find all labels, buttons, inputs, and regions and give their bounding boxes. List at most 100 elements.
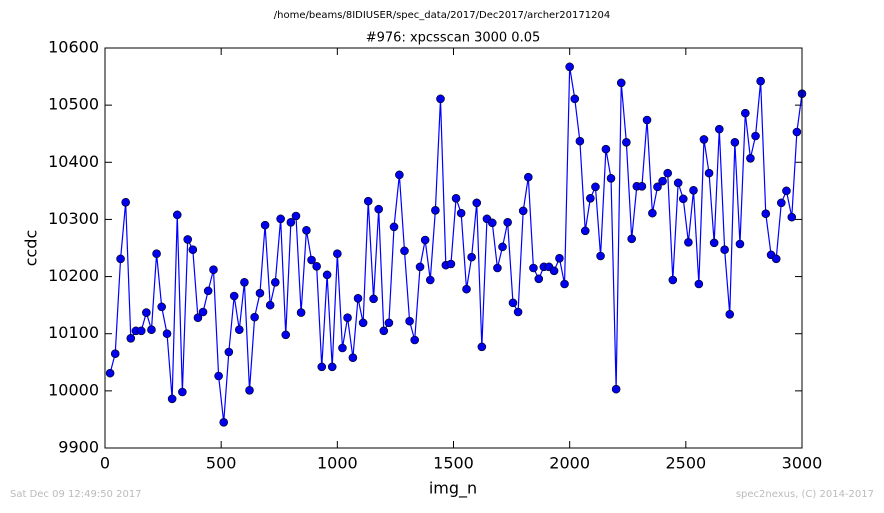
y-tick-label: 10300 — [48, 209, 99, 228]
data-point — [333, 249, 342, 259]
data-point — [410, 335, 420, 345]
data-point — [363, 196, 373, 206]
data-point — [456, 208, 466, 218]
y-tick-label: 9900 — [58, 438, 99, 457]
data-point — [167, 394, 177, 404]
data-point — [214, 371, 223, 381]
data-point — [622, 137, 631, 147]
data-point — [627, 234, 636, 244]
data-point — [147, 325, 156, 335]
x-tick-label: 2000 — [549, 454, 590, 473]
data-point — [296, 308, 306, 317]
data-point — [709, 238, 719, 248]
x-tick-label: 2500 — [665, 454, 706, 473]
data-point — [508, 298, 518, 308]
data-point — [746, 153, 755, 163]
data-point — [591, 182, 600, 192]
x-tick-label: 1000 — [317, 454, 358, 473]
data-point — [116, 254, 125, 264]
data-point — [389, 222, 399, 232]
data-point — [203, 286, 213, 296]
data-point — [276, 214, 285, 224]
data-point — [384, 318, 394, 328]
data-point — [193, 313, 203, 323]
data-point — [436, 94, 445, 104]
data-point — [255, 288, 265, 298]
data-point — [229, 291, 239, 301]
data-point — [782, 186, 791, 196]
data-point — [291, 211, 301, 221]
data-point — [570, 94, 580, 104]
x-tick-label: 0 — [100, 454, 110, 473]
data-point — [343, 313, 352, 323]
data-point — [142, 308, 151, 317]
data-point — [658, 176, 667, 186]
data-point — [209, 265, 218, 275]
data-point — [162, 329, 172, 339]
data-point — [673, 178, 683, 188]
x-tick-label: 3000 — [782, 454, 823, 473]
x-tick-label: 500 — [206, 454, 237, 473]
data-point — [188, 245, 198, 255]
data-point — [327, 362, 337, 372]
data-point — [792, 127, 802, 137]
data-point — [529, 263, 538, 273]
data-point — [472, 198, 482, 208]
data-point — [560, 279, 569, 289]
data-point — [265, 300, 275, 310]
x-axis-label: img_n — [429, 479, 477, 499]
data-point — [462, 284, 471, 294]
data-point — [642, 115, 652, 125]
data-point — [678, 194, 688, 204]
data-point — [338, 343, 347, 353]
x-tick-label: 1500 — [433, 454, 474, 473]
data-point — [756, 76, 765, 86]
data-point — [415, 262, 425, 272]
data-point — [694, 279, 704, 289]
data-point — [317, 362, 327, 372]
suptitle: /home/beams/8IDIUSER/spec_data/2017/Dec2… — [274, 10, 610, 21]
data-line — [109, 66, 803, 423]
data-point — [565, 62, 574, 72]
data-point — [751, 131, 760, 141]
data-point — [451, 193, 461, 203]
y-tick-label: 10000 — [48, 380, 99, 399]
data-point — [358, 318, 368, 328]
data-point — [353, 293, 363, 303]
data-point — [152, 249, 161, 259]
y-tick-label: 10200 — [48, 266, 99, 285]
data-point — [172, 210, 182, 220]
data-point — [379, 326, 389, 336]
data-point — [312, 261, 321, 271]
data-point — [487, 218, 497, 228]
data-point — [183, 235, 193, 244]
data-point — [549, 266, 559, 276]
data-point — [725, 309, 735, 319]
data-point — [606, 173, 616, 183]
data-point — [178, 387, 187, 397]
data-point — [374, 204, 383, 214]
data-point — [219, 417, 229, 427]
data-point — [735, 239, 745, 249]
data-point — [395, 170, 404, 180]
data-point — [730, 137, 740, 147]
plot-frame — [104, 47, 803, 449]
data-point — [714, 124, 724, 134]
y-tick-label: 10100 — [48, 323, 99, 342]
data-point — [611, 384, 621, 394]
data-point — [493, 263, 502, 273]
data-point — [271, 277, 280, 287]
data-point — [580, 226, 590, 236]
data-point — [720, 245, 729, 255]
data-point — [240, 277, 249, 287]
data-point — [513, 307, 523, 317]
data-point — [741, 108, 750, 118]
data-point — [250, 312, 259, 322]
data-point — [348, 353, 358, 363]
y-tick-label: 10600 — [48, 38, 99, 57]
data-point — [420, 235, 430, 245]
data-point — [302, 225, 311, 235]
data-point — [121, 197, 130, 207]
data-point — [234, 325, 244, 335]
